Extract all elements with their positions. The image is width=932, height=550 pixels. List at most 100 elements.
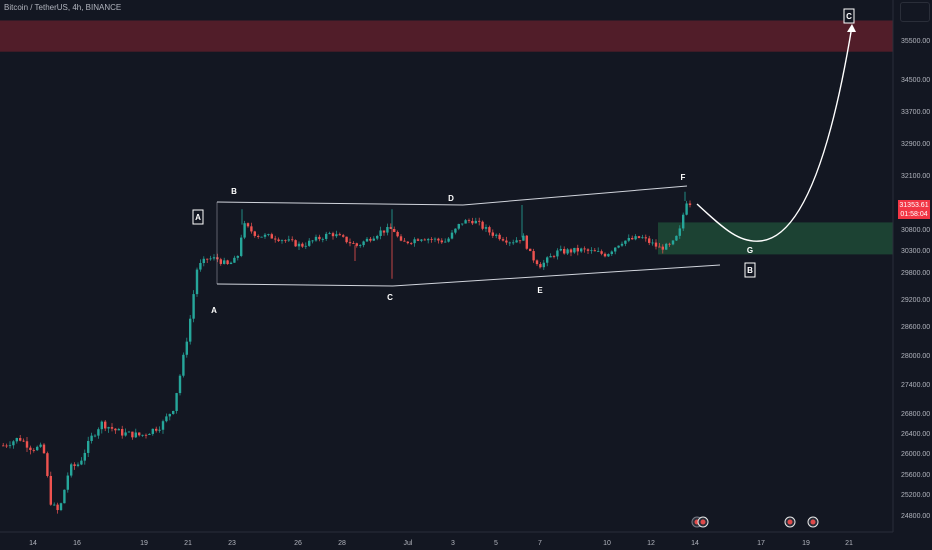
- candle-body: [654, 242, 658, 247]
- candle-body: [107, 427, 110, 429]
- y-tick-label: 29800.00: [901, 270, 930, 277]
- candle-body: [637, 236, 641, 238]
- candle-body: [488, 227, 491, 233]
- candle-body: [518, 240, 522, 242]
- candle-body: [372, 238, 375, 241]
- candle-body: [297, 243, 301, 247]
- x-tick-label: 28: [338, 540, 346, 547]
- candle-body: [263, 234, 267, 237]
- candle-body: [124, 432, 127, 436]
- candle-body: [100, 421, 103, 430]
- candle-body: [199, 263, 202, 270]
- candle-body: [566, 249, 569, 254]
- candle-body: [549, 256, 552, 258]
- candle-body: [42, 444, 46, 454]
- candle-body: [444, 241, 447, 243]
- event-marker-dot: [787, 519, 793, 525]
- symbol-title: Bitcoin / TetherUS, 4h, BINANCE: [4, 3, 122, 12]
- chart-settings-control[interactable]: [900, 2, 930, 22]
- candle-body: [471, 220, 474, 224]
- candle-body: [87, 440, 90, 453]
- projection-arrowhead: [847, 24, 856, 32]
- candle-body: [450, 232, 454, 239]
- x-tick-label: 14: [691, 540, 699, 547]
- candle-body: [665, 243, 668, 250]
- candle-body: [151, 428, 154, 434]
- candle-body: [624, 240, 627, 244]
- candle-body: [430, 239, 433, 240]
- candle-body: [505, 240, 508, 243]
- candle-body: [433, 238, 437, 240]
- candle-body: [277, 239, 280, 241]
- candle-body: [501, 239, 505, 241]
- candle-body: [559, 248, 562, 251]
- y-tick-label: 30300.00: [901, 248, 930, 255]
- candle-body: [178, 375, 182, 394]
- candle-body: [182, 354, 185, 376]
- y-tick-label: 34500.00: [901, 77, 930, 84]
- x-tick-label: Jul: [404, 540, 413, 547]
- wave-label-frame: [744, 262, 756, 278]
- x-tick-label: 17: [757, 540, 765, 547]
- candle-body: [144, 434, 148, 436]
- candle-body: [138, 432, 141, 436]
- pattern-label: A: [211, 306, 217, 315]
- y-tick-label: 32100.00: [901, 173, 930, 180]
- x-tick-label: 21: [184, 540, 192, 547]
- candle-body: [158, 429, 161, 431]
- candle-body: [32, 449, 35, 451]
- candle-body: [355, 243, 358, 246]
- trendline-c-e: [392, 264, 721, 287]
- candle-body: [328, 233, 331, 235]
- candle-body: [155, 428, 158, 431]
- candle-body: [59, 503, 63, 511]
- y-tick-label: 33700.00: [901, 109, 930, 116]
- candle-body: [46, 453, 49, 476]
- candle-body: [427, 239, 430, 241]
- y-tick-label: 24800.00: [901, 513, 930, 520]
- candle-body: [634, 236, 637, 240]
- last-price-badge: 31353.61 01:58:04: [898, 200, 930, 219]
- event-marker-dot: [810, 519, 816, 525]
- candle-body: [202, 258, 205, 264]
- candle-body: [117, 429, 120, 431]
- candle-body: [243, 223, 246, 238]
- candle-body: [369, 238, 372, 241]
- candle-body: [389, 227, 392, 230]
- candle-body: [515, 240, 518, 243]
- y-tick-label: 27400.00: [901, 382, 930, 389]
- candle-body: [454, 228, 457, 233]
- pattern-label: C: [387, 293, 393, 302]
- candle-body: [19, 438, 22, 441]
- candle-body: [274, 238, 277, 240]
- candle-body: [464, 220, 467, 224]
- y-tick-label: 30800.00: [901, 227, 930, 234]
- candle-body: [600, 251, 603, 254]
- candle-body: [70, 464, 73, 476]
- candle-body: [73, 464, 76, 466]
- candle-body: [49, 475, 52, 505]
- candle-body: [192, 294, 195, 319]
- candle-body: [495, 234, 498, 236]
- candle-body: [304, 245, 307, 247]
- candle-body: [121, 429, 124, 436]
- pattern-label: D: [448, 194, 454, 203]
- y-tick-label: 26400.00: [901, 431, 930, 438]
- candle-body: [165, 416, 168, 422]
- candle-body: [382, 230, 386, 233]
- candle-body: [314, 236, 318, 241]
- candle-body: [413, 239, 416, 244]
- y-tick-label: 25600.00: [901, 472, 930, 479]
- candle-body: [29, 447, 32, 450]
- candle-body: [66, 475, 69, 490]
- y-tick-label: 28600.00: [901, 324, 930, 331]
- candle-body: [529, 248, 532, 252]
- candle-body: [141, 434, 144, 436]
- candle-body: [229, 262, 233, 265]
- candle-body: [212, 257, 216, 259]
- candle-body: [648, 238, 651, 243]
- candle-body: [491, 232, 494, 236]
- candle-body: [406, 241, 409, 244]
- candle-body: [325, 233, 328, 239]
